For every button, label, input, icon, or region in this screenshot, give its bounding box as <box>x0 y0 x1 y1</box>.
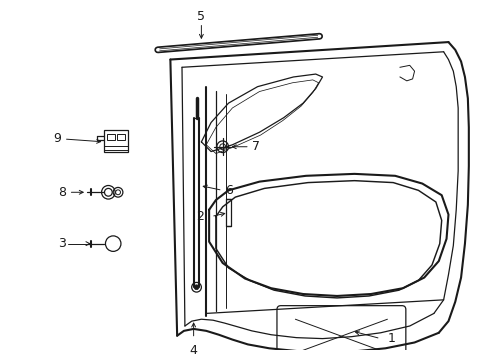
Text: 6: 6 <box>225 184 233 197</box>
Text: 8: 8 <box>58 186 65 199</box>
Text: 4: 4 <box>189 345 197 357</box>
Bar <box>225 199 231 226</box>
Text: 9: 9 <box>53 132 61 145</box>
Text: 1: 1 <box>386 332 394 345</box>
Text: 3: 3 <box>58 237 65 250</box>
Bar <box>107 134 115 140</box>
Circle shape <box>194 285 199 290</box>
Text: 7: 7 <box>251 140 259 153</box>
Text: 2: 2 <box>196 210 204 223</box>
Text: 5: 5 <box>197 10 205 23</box>
Bar <box>117 134 124 140</box>
Bar <box>104 130 127 152</box>
